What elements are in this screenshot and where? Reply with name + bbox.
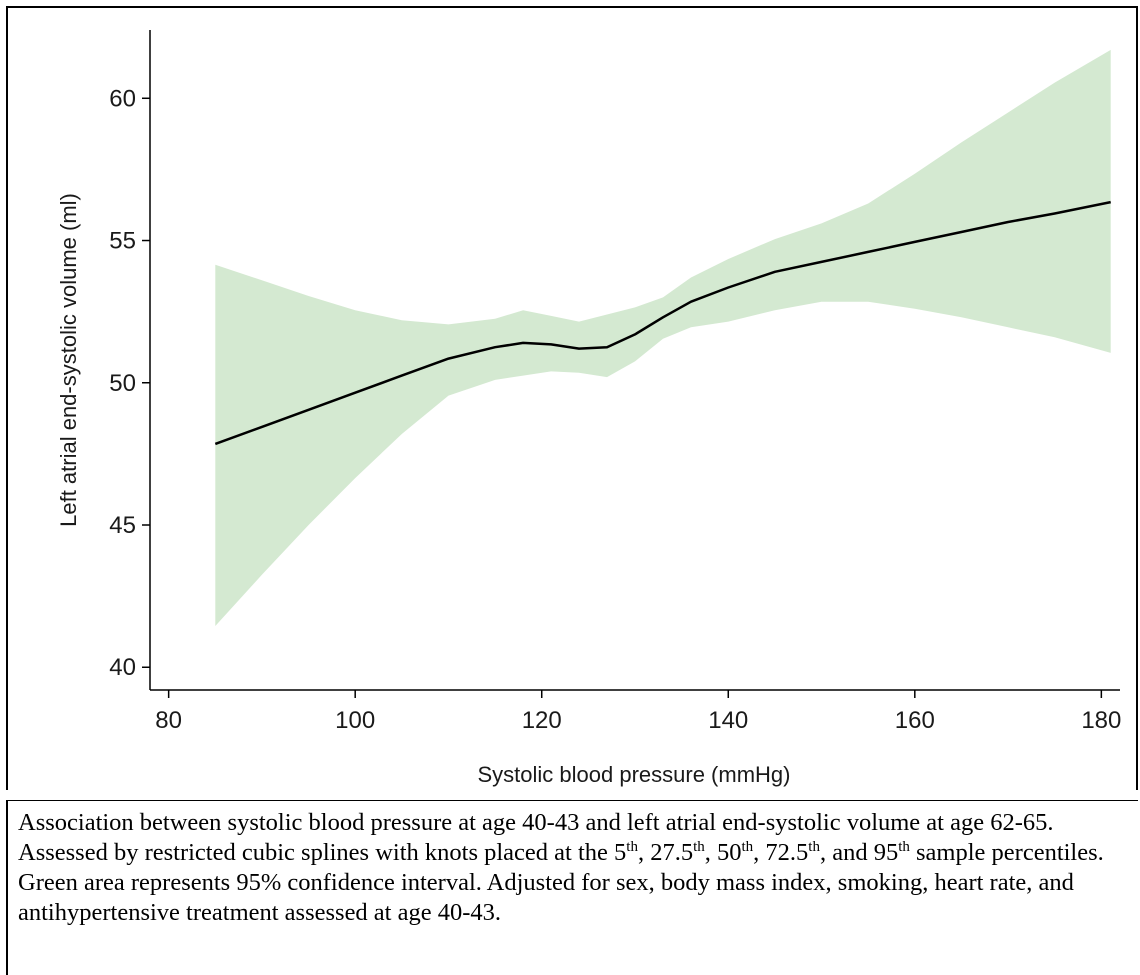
x-tick-label: 180 xyxy=(1081,707,1121,734)
x-tick-label: 160 xyxy=(895,707,935,734)
y-tick-label: 40 xyxy=(109,654,136,681)
y-tick-label: 50 xyxy=(109,370,136,397)
x-axis-label: Systolic blood pressure (mmHg) xyxy=(478,762,791,787)
y-tick-label: 55 xyxy=(109,228,136,255)
spline-line xyxy=(214,200,1111,446)
y-tick-label: 60 xyxy=(109,85,136,112)
x-tick-label: 100 xyxy=(335,707,375,734)
x-tick-label: 120 xyxy=(522,707,562,734)
figure-frame xyxy=(6,6,1138,790)
y-tick-label: 45 xyxy=(109,512,136,539)
figure-caption: Association between systolic blood press… xyxy=(18,809,1104,926)
caption-box xyxy=(6,800,1138,975)
y-axis-label: Left atrial end-systolic volume (ml) xyxy=(56,193,81,527)
x-tick-label: 140 xyxy=(708,707,748,734)
x-tick-label: 80 xyxy=(155,707,182,734)
spline-chart: 40 45 50 55 60 80 100 120 140 160 180 Left atrial … xyxy=(56,30,1121,787)
confidence-band xyxy=(215,49,1111,626)
